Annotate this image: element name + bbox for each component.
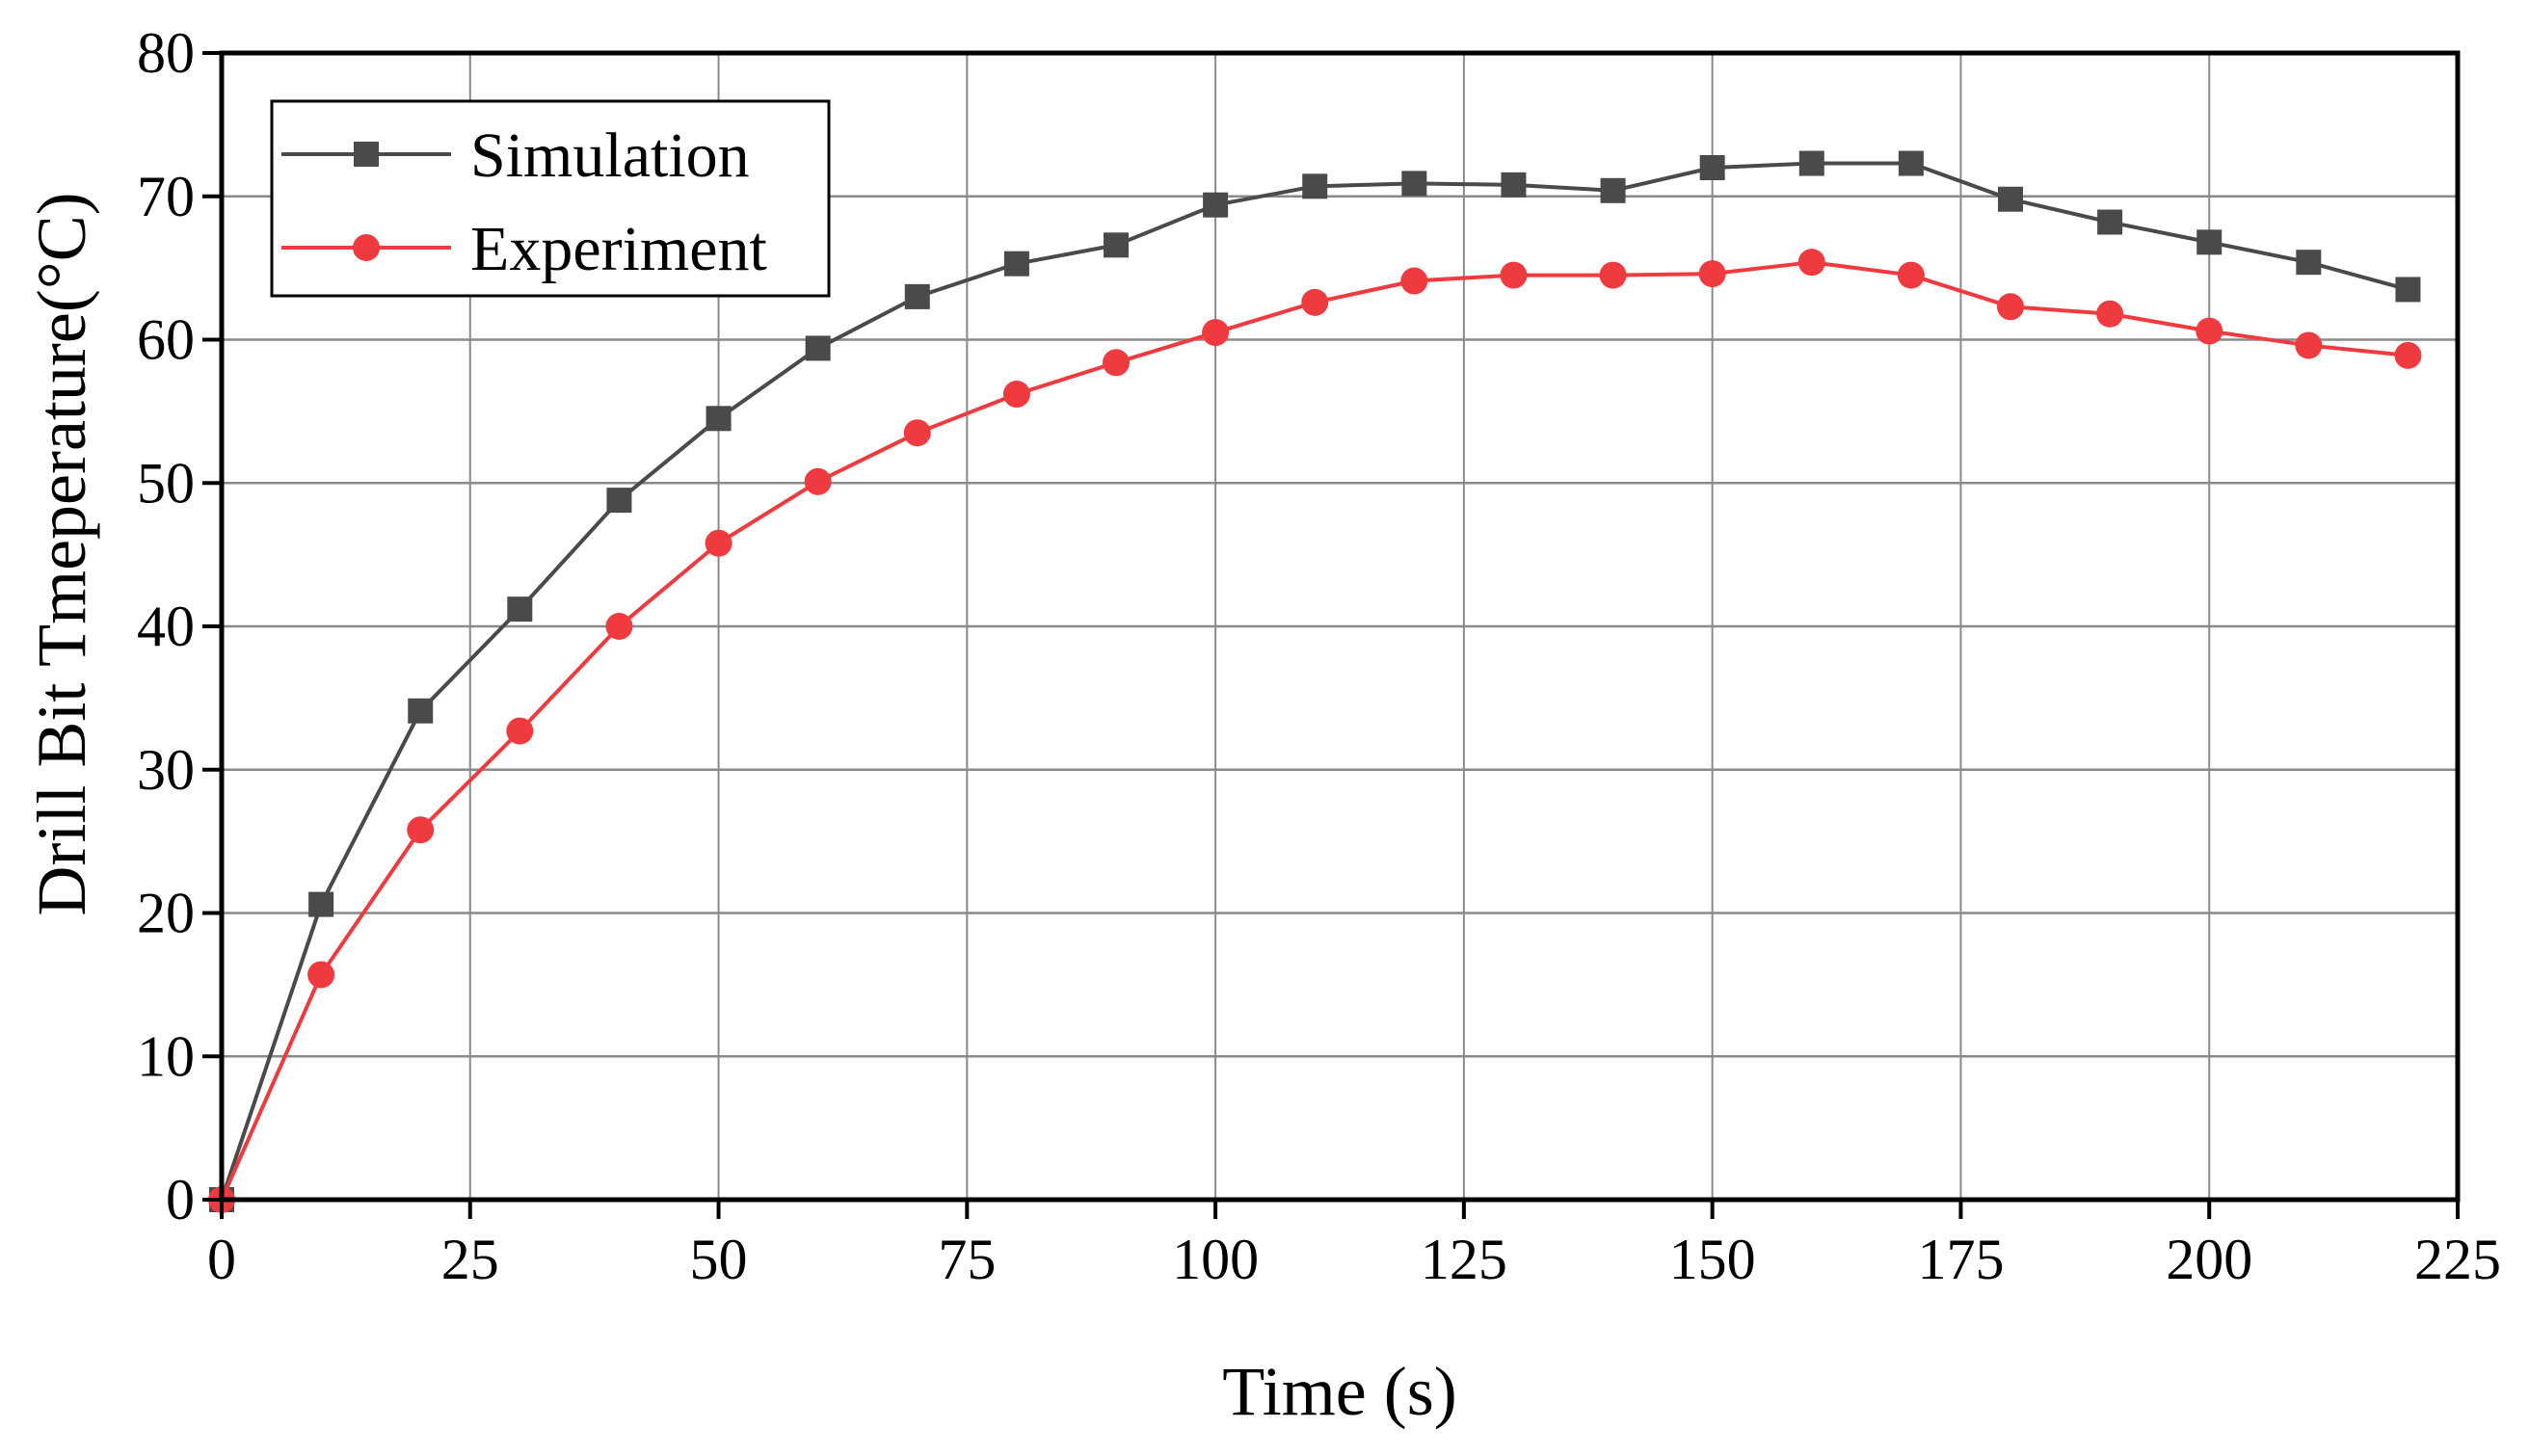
legend-label-experiment: Experiment: [470, 214, 767, 284]
data-point-simulation: [1798, 150, 1824, 176]
data-point-simulation: [705, 406, 732, 432]
data-point-simulation: [1104, 232, 1129, 258]
x-tick-label: 0: [207, 1228, 236, 1291]
data-point-simulation: [408, 698, 434, 724]
data-point-experiment: [307, 961, 335, 989]
data-point-simulation: [1401, 171, 1427, 197]
y-tick-label: 60: [137, 308, 195, 372]
data-point-simulation: [1003, 251, 1029, 277]
data-point-experiment: [705, 529, 732, 557]
data-point-simulation: [2097, 209, 2123, 235]
data-point-experiment: [2394, 341, 2422, 369]
y-tick-label: 50: [137, 451, 195, 515]
y-tick-label: 70: [137, 165, 195, 228]
tick-labels: 0 25 50 75 100 125 150 175 200 225 0 10 20 30 40 50 60 70…: [137, 21, 2501, 1291]
legend-marker-experiment: [353, 234, 380, 261]
data-point-experiment: [1797, 249, 1825, 277]
x-axis-title: Time (s): [1222, 1353, 1456, 1430]
legend-box: [270, 99, 831, 298]
x-tick-label: 225: [2414, 1228, 2501, 1291]
data-point-experiment: [1103, 349, 1130, 377]
data-point-experiment: [1997, 293, 2024, 321]
data-point-simulation: [1699, 155, 1725, 180]
data-point-simulation: [1600, 177, 1626, 203]
data-point-experiment: [1599, 261, 1627, 289]
data-point-experiment: [1301, 288, 1329, 316]
y-tick-label: 20: [137, 882, 195, 945]
x-tick-label: 125: [1421, 1228, 1507, 1291]
data-point-simulation: [1998, 186, 2023, 212]
x-tick-label: 25: [441, 1228, 499, 1291]
data-point-simulation: [1898, 150, 1924, 176]
y-tick-label: 0: [166, 1168, 195, 1231]
legend: Simulation Experiment: [270, 99, 831, 298]
y-axis-title: Drill Bit Tmeperature(°C): [23, 192, 100, 915]
series-experiment: [208, 249, 2422, 1213]
data-point-experiment: [804, 467, 832, 495]
x-tick-label: 100: [1172, 1228, 1259, 1291]
data-point-simulation: [2296, 250, 2322, 276]
x-tick-label: 150: [1669, 1228, 1756, 1291]
data-point-experiment: [2196, 317, 2223, 345]
series-simulation: [209, 150, 2421, 1212]
axis-ticks: [202, 51, 2460, 1219]
y-tick-label: 40: [137, 595, 195, 658]
data-point-experiment: [1897, 261, 1925, 289]
data-point-experiment: [903, 419, 931, 447]
y-tick-label: 10: [137, 1024, 195, 1088]
series-layer: [208, 150, 2422, 1213]
data-point-simulation: [606, 488, 632, 514]
legend-marker-simulation: [354, 142, 379, 167]
data-point-experiment: [2096, 300, 2124, 328]
data-point-simulation: [904, 283, 930, 309]
data-point-simulation: [1501, 172, 1527, 198]
data-point-simulation: [2395, 277, 2421, 303]
y-tick-label: 80: [137, 21, 195, 85]
series-line-simulation: [220, 161, 2409, 1201]
y-tick-label: 30: [137, 738, 195, 802]
data-point-experiment: [605, 613, 633, 640]
x-tick-label: 75: [938, 1228, 996, 1291]
data-point-simulation: [507, 596, 533, 622]
data-point-experiment: [1202, 319, 1230, 347]
data-point-experiment: [506, 717, 534, 745]
series-line-experiment: [220, 260, 2409, 1201]
data-point-experiment: [1400, 267, 1428, 295]
data-point-experiment: [1500, 261, 1528, 289]
x-tick-label: 200: [2166, 1228, 2252, 1291]
data-point-experiment: [407, 816, 435, 844]
grid-lines: [222, 53, 2458, 1200]
data-point-experiment: [1002, 381, 1030, 409]
x-tick-label: 175: [1917, 1228, 2004, 1291]
data-point-simulation: [308, 891, 334, 917]
data-point-simulation: [1203, 192, 1229, 218]
data-point-experiment: [2295, 331, 2323, 359]
data-point-simulation: [805, 335, 831, 361]
x-tick-label: 50: [690, 1228, 748, 1291]
data-point-simulation: [2196, 229, 2223, 255]
data-point-experiment: [1698, 260, 1726, 288]
legend-label-simulation: Simulation: [470, 120, 750, 191]
data-point-simulation: [1302, 173, 1328, 199]
